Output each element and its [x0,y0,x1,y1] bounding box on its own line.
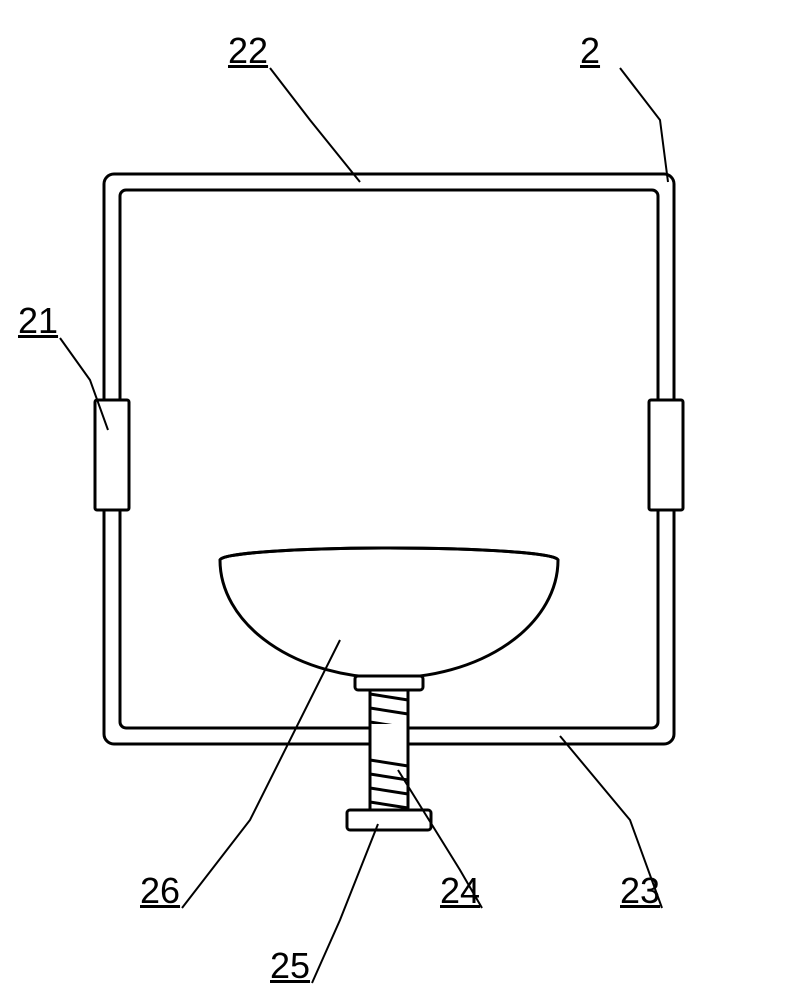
leader-22 [270,68,360,182]
label-25: 25 [270,945,310,987]
bowl [220,548,558,678]
label-2: 2 [580,30,600,72]
slot-right [649,400,683,510]
leader-26 [182,640,340,908]
label-26: 26 [140,870,180,912]
label-22: 22 [228,30,268,72]
screw-bottom-cap [347,810,431,830]
leader-2 [620,68,668,182]
leader-25 [312,824,378,983]
diagram-svg [0,0,787,1000]
label-21: 21 [18,300,58,342]
shaft-mask [369,724,409,748]
slot-left [95,400,129,510]
diagram-container: 2 21 22 23 24 25 26 [0,0,787,1000]
screw-top-cap [355,676,423,690]
label-23: 23 [620,870,660,912]
label-24: 24 [440,870,480,912]
